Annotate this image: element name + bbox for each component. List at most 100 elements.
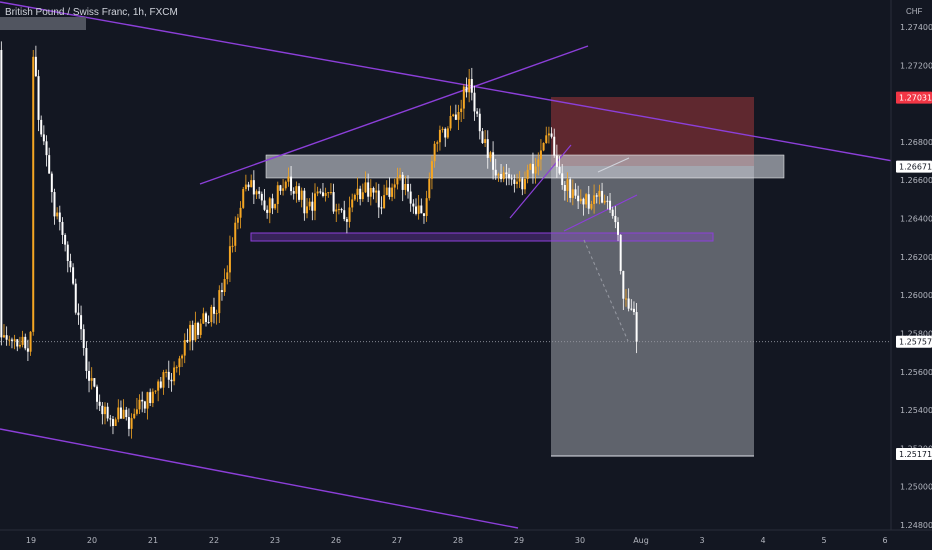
candle-body	[194, 322, 197, 341]
candle-body	[29, 331, 32, 352]
candle-body	[186, 340, 189, 342]
candle-body	[141, 399, 144, 402]
candle-body	[425, 198, 428, 216]
x-tick-label: 20	[87, 536, 97, 545]
candle-body	[130, 418, 133, 429]
candle-body	[202, 313, 205, 324]
candle-body	[287, 176, 290, 182]
symbol-title[interactable]: British Pound / Swiss Franc, 1h, FXCM	[5, 7, 178, 18]
candle-body	[109, 418, 112, 420]
candle-body	[125, 409, 128, 418]
candle-body	[420, 205, 423, 214]
candle-body	[489, 152, 492, 158]
candle-body	[343, 210, 346, 220]
candle-body	[446, 128, 449, 138]
x-tick-label: 4	[760, 536, 765, 545]
candle-body	[606, 200, 609, 202]
candle-body	[21, 336, 24, 345]
candle-body	[268, 198, 271, 213]
candle-body	[391, 187, 394, 197]
x-tick-label: 23	[270, 536, 280, 545]
candle-body	[436, 142, 439, 144]
candle-body	[167, 371, 170, 380]
candle-body	[82, 329, 85, 349]
candle-body	[8, 339, 11, 341]
candle-body	[10, 339, 13, 341]
candle-body	[228, 246, 231, 273]
candle-body	[138, 399, 141, 410]
candle-body	[0, 49, 3, 338]
candle-body	[2, 335, 5, 338]
lower-channel-line	[0, 428, 519, 529]
y-tick-label: 1.25400	[900, 406, 932, 415]
candle-body	[505, 172, 508, 175]
y-tick-label: 1.26800	[900, 138, 932, 147]
candle-body	[255, 191, 258, 195]
candle-body	[80, 315, 83, 330]
candle-body	[356, 188, 359, 195]
candle-body	[290, 176, 293, 192]
candle-body	[205, 313, 208, 322]
candle-body	[337, 209, 340, 211]
candle-body	[42, 134, 45, 142]
x-tick-label: 26	[331, 536, 341, 545]
candle-body	[5, 335, 8, 340]
candle-body	[340, 209, 343, 211]
candle-body	[359, 188, 362, 200]
price-badge-label: 1.27031	[899, 94, 932, 103]
candle-body	[579, 198, 582, 202]
candle-body	[119, 407, 122, 419]
candle-body	[45, 141, 48, 156]
candle-body	[444, 128, 447, 138]
candle-body	[396, 177, 399, 185]
candle-body	[409, 191, 412, 204]
candle-body	[393, 184, 396, 188]
time-axis-panel	[0, 530, 932, 550]
candle-body	[484, 139, 487, 143]
candle-body	[497, 173, 500, 176]
candle-body	[388, 187, 391, 197]
candle-body	[151, 391, 154, 404]
candle-body	[26, 348, 29, 352]
candle-body	[601, 190, 604, 203]
candle-body	[260, 193, 263, 201]
candle-body	[462, 86, 465, 109]
candle-body	[258, 191, 261, 194]
candle-body	[569, 179, 572, 198]
candle-body	[316, 191, 319, 194]
candle-body	[566, 179, 569, 191]
candle-body	[534, 166, 537, 174]
candle-body	[114, 419, 117, 426]
candle-body	[468, 78, 471, 93]
candle-body	[252, 180, 255, 195]
candle-body	[627, 298, 630, 309]
candle-body	[244, 184, 247, 190]
candle-body	[306, 206, 309, 214]
x-tick-label: 5	[821, 536, 826, 545]
candle-body	[303, 190, 306, 214]
candle-body	[88, 370, 91, 381]
candle-body	[319, 191, 322, 193]
candle-body	[561, 173, 564, 186]
y-tick-label: 1.26400	[900, 215, 932, 224]
candle-body	[417, 205, 420, 214]
candle-body	[558, 166, 561, 174]
candle-body	[385, 187, 388, 196]
candle-body	[37, 76, 40, 120]
candle-body	[218, 290, 221, 314]
candle-body	[372, 188, 375, 193]
candle-body	[523, 178, 526, 190]
candle-body	[516, 181, 519, 184]
y-tick-label: 1.25600	[900, 368, 932, 377]
candle-body	[223, 279, 226, 293]
candle-body	[478, 113, 481, 132]
candle-body	[348, 207, 351, 222]
candle-body	[550, 133, 553, 137]
candle-body	[250, 180, 253, 188]
candle-body	[513, 179, 516, 184]
candle-body	[595, 195, 598, 197]
candle-body	[508, 174, 511, 179]
candle-body	[178, 358, 181, 368]
candle-body	[191, 324, 194, 341]
